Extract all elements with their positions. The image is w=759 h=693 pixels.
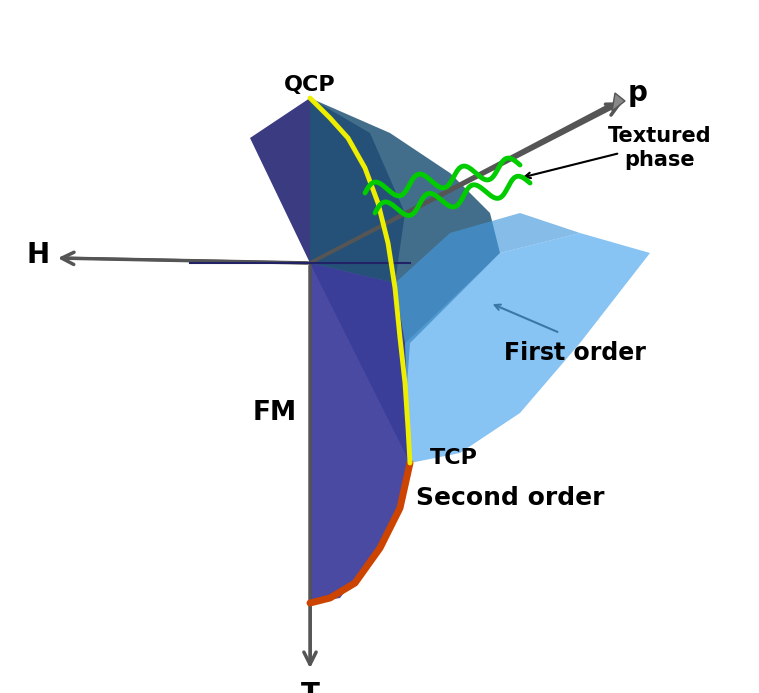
Text: First order: First order	[504, 341, 646, 365]
Polygon shape	[310, 98, 500, 463]
Polygon shape	[405, 233, 650, 463]
Text: T: T	[301, 681, 320, 693]
Polygon shape	[310, 263, 410, 603]
Text: Second order: Second order	[416, 486, 604, 510]
Text: p: p	[628, 79, 648, 107]
Polygon shape	[612, 93, 625, 111]
Text: H: H	[27, 241, 49, 269]
Text: Textured
phase: Textured phase	[608, 126, 712, 170]
Text: FM: FM	[253, 400, 297, 426]
Text: QCP: QCP	[284, 75, 335, 95]
Text: TCP: TCP	[430, 448, 478, 468]
Polygon shape	[395, 213, 580, 343]
Polygon shape	[250, 98, 405, 283]
